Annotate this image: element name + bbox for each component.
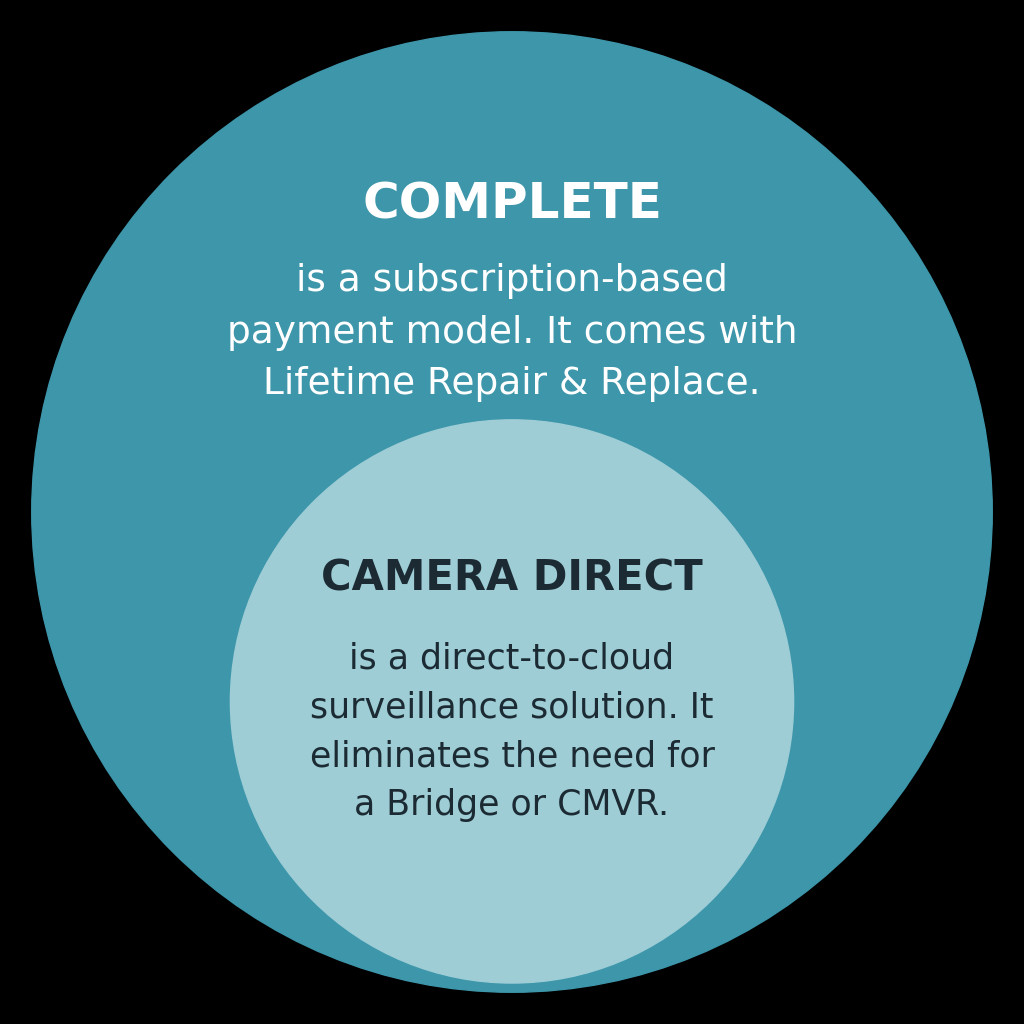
Text: COMPLETE: COMPLETE: [362, 181, 662, 228]
Text: is a direct-to-cloud
surveillance solution. It
eliminates the need for
a Bridge : is a direct-to-cloud surveillance soluti…: [309, 642, 715, 822]
Circle shape: [32, 32, 992, 992]
Text: is a subscription-based
payment model. It comes with
Lifetime Repair & Replace.: is a subscription-based payment model. I…: [226, 263, 798, 402]
Text: CAMERA DIRECT: CAMERA DIRECT: [322, 557, 702, 600]
Circle shape: [230, 420, 794, 983]
